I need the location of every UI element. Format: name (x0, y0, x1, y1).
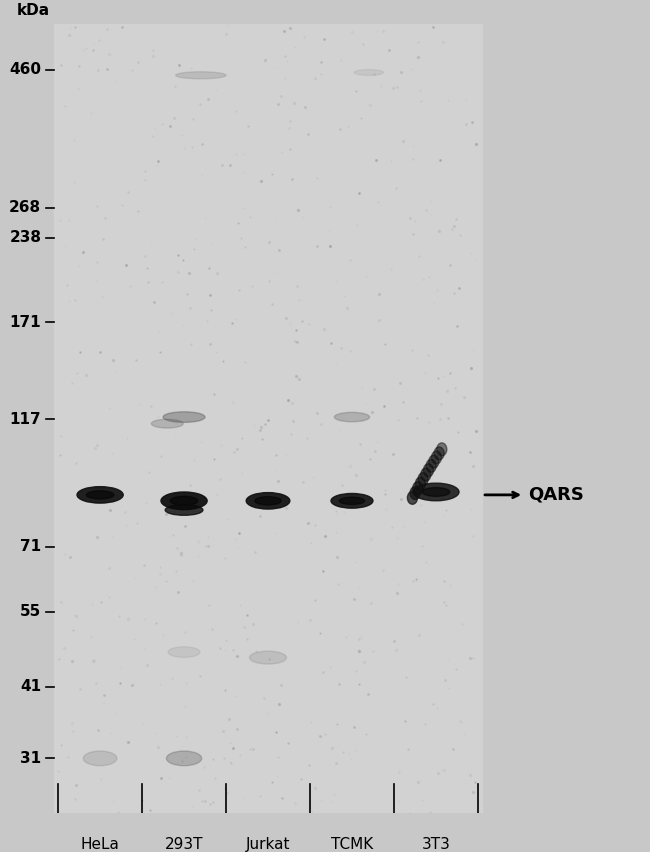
Text: 268: 268 (9, 200, 42, 215)
Ellipse shape (354, 70, 383, 76)
Ellipse shape (413, 483, 459, 501)
Ellipse shape (437, 443, 447, 456)
Text: 31: 31 (20, 751, 42, 766)
Text: 238: 238 (9, 230, 42, 245)
Text: TCMK: TCMK (331, 837, 373, 852)
Text: kDa: kDa (16, 3, 49, 18)
Ellipse shape (339, 498, 365, 504)
Ellipse shape (413, 482, 422, 495)
Ellipse shape (429, 455, 439, 468)
Ellipse shape (77, 486, 124, 504)
Text: 460: 460 (9, 62, 42, 78)
Text: Jurkat: Jurkat (246, 837, 291, 852)
Ellipse shape (421, 468, 431, 481)
Text: HeLa: HeLa (81, 837, 120, 852)
Ellipse shape (408, 492, 417, 504)
Ellipse shape (246, 492, 290, 509)
Text: 171: 171 (10, 315, 42, 330)
Bar (54, 24, 482, 814)
Ellipse shape (250, 651, 287, 664)
Ellipse shape (161, 492, 207, 509)
Ellipse shape (86, 491, 114, 499)
Text: QARS: QARS (528, 486, 584, 504)
Ellipse shape (170, 497, 198, 505)
Ellipse shape (255, 497, 281, 505)
Text: 117: 117 (10, 412, 42, 427)
Ellipse shape (334, 412, 370, 422)
Ellipse shape (422, 487, 450, 497)
Text: 55: 55 (20, 604, 42, 619)
Ellipse shape (151, 419, 183, 428)
Ellipse shape (434, 447, 444, 460)
Ellipse shape (166, 751, 202, 766)
Ellipse shape (176, 72, 226, 79)
Ellipse shape (83, 751, 117, 766)
Text: 41: 41 (20, 680, 42, 694)
Ellipse shape (168, 647, 200, 658)
Ellipse shape (418, 473, 428, 486)
Ellipse shape (331, 493, 373, 508)
Ellipse shape (415, 477, 426, 490)
Text: 71: 71 (20, 539, 42, 555)
Text: 3T3: 3T3 (421, 837, 450, 852)
Ellipse shape (163, 412, 205, 423)
Ellipse shape (432, 451, 441, 464)
Ellipse shape (410, 486, 420, 499)
Ellipse shape (423, 463, 434, 477)
Ellipse shape (165, 504, 203, 515)
Text: 293T: 293T (165, 837, 203, 852)
Ellipse shape (426, 459, 436, 472)
